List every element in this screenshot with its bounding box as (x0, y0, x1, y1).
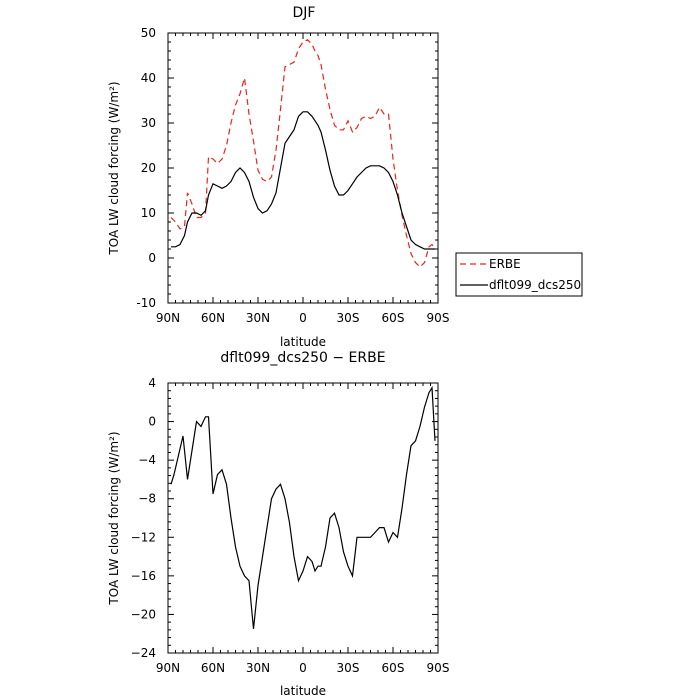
y-tick-label: −16 (131, 569, 156, 583)
bottom-chart: dflt099_dcs250 − ERBE 90N 60N 30N 0 30S 60S 90… (107, 350, 449, 698)
top-series-layer (170, 39, 436, 268)
x-tick-label: 30S (337, 311, 360, 325)
bottom-x-axis-title: latitude (280, 684, 326, 698)
x-tick-label: 90S (427, 311, 450, 325)
legend-label-erbe: ERBE (489, 257, 521, 271)
top-y-ticks: -10 0 10 20 30 40 50 (136, 26, 438, 310)
x-tick-label: 0 (299, 311, 307, 325)
series-line-dflt099-dcs250 (171, 111, 435, 250)
bottom-series-layer (170, 385, 436, 629)
y-tick-label: 0 (148, 415, 156, 429)
y-tick-label: -10 (136, 296, 156, 310)
x-tick-label: 30N (246, 311, 270, 325)
top-x-axis-title: latitude (280, 335, 326, 349)
x-tick-label: 60N (201, 311, 225, 325)
y-tick-label: 0 (148, 251, 156, 265)
top-chart: DJF 90N 60N 30N 0 30S 60S 90S -10 0 10 20 30 40 50 l… (107, 5, 449, 349)
x-tick-label: 90S (427, 661, 450, 675)
y-tick-label: −20 (131, 607, 156, 621)
y-tick-label: 40 (141, 71, 156, 85)
legend: ERBE dflt099_dcs250 (455, 252, 583, 297)
series-line-series-0 (170, 385, 436, 629)
bottom-y-ticks: −24 −20 −16 −12 −8 −4 0 4 (131, 376, 438, 660)
y-tick-label: 4 (148, 376, 156, 390)
x-tick-label: 60N (201, 661, 225, 675)
series-line-erbe (170, 39, 436, 268)
bottom-x-ticks: 90N 60N 30N 0 30S 60S 90S (156, 383, 450, 675)
x-tick-label: 60S (382, 311, 405, 325)
bottom-y-axis-title: TOA LW cloud forcing (W/m²) (107, 431, 121, 605)
legend-label-dflt099: dflt099_dcs250 (489, 278, 581, 292)
x-tick-label: 30S (337, 661, 360, 675)
top-y-axis-title: TOA LW cloud forcing (W/m²) (107, 81, 121, 255)
y-tick-label: 20 (141, 161, 156, 175)
y-tick-label: 10 (141, 206, 156, 220)
x-tick-label: 30N (246, 661, 270, 675)
bottom-chart-title: dflt099_dcs250 − ERBE (220, 350, 385, 366)
top-chart-title: DJF (293, 5, 316, 21)
x-tick-label: 90N (156, 311, 180, 325)
y-tick-label: −8 (138, 492, 156, 506)
x-tick-label: 60S (382, 661, 405, 675)
y-tick-label: −24 (131, 646, 156, 660)
legend-frame (455, 252, 583, 297)
y-tick-label: 50 (141, 26, 156, 40)
y-tick-label: 30 (141, 116, 156, 130)
top-x-ticks: 90N 60N 30N 0 30S 60S 90S (156, 33, 450, 325)
x-tick-label: 90N (156, 661, 180, 675)
y-tick-label: −12 (131, 530, 156, 544)
x-tick-label: 0 (299, 661, 307, 675)
y-tick-label: −4 (138, 453, 156, 467)
